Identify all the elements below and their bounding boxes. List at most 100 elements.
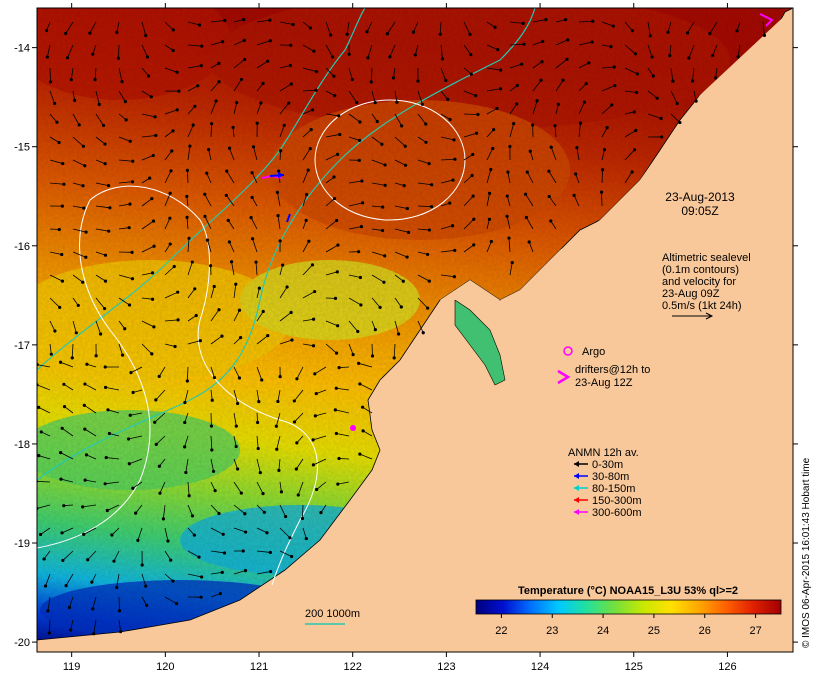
velocity-arrow [367,44,373,58]
velocity-arrow [233,40,245,46]
velocity-arrow-head [357,138,362,142]
velocity-arrow-head [360,179,364,183]
velocity-arrow-head [148,176,152,180]
velocity-arrow-head [685,31,690,35]
velocity-arrow-head [506,170,510,174]
velocity-arrow [187,315,197,322]
velocity-arrow-head [130,250,134,254]
velocity-arrow [486,44,498,51]
velocity-arrow-head [265,531,269,535]
velocity-arrow-head [123,100,127,104]
velocity-arrow [277,192,281,207]
velocity-arrow-head [131,159,135,163]
velocity-arrow-head [225,169,229,173]
velocity-arrow-head [239,77,244,82]
velocity-arrow [279,504,286,517]
velocity-arrow [463,44,472,55]
velocity-arrow-head [131,486,135,490]
velocity-arrow [362,406,373,414]
velocity-arrow [164,21,174,31]
velocity-arrow-head [632,148,637,152]
velocity-arrow [276,435,281,450]
velocity-arrow [302,241,310,253]
velocity-arrow [156,435,166,445]
velocity-arrow-head [505,214,509,218]
velocity-arrow [49,320,56,332]
velocity-arrow-head [237,308,242,312]
velocity-arrow-head [448,117,452,122]
velocity-arrow-head [92,632,96,636]
velocity-arrow [440,136,455,141]
velocity-arrow-head [70,356,74,360]
velocity-arrow [227,220,235,230]
velocity-arrow [302,67,317,72]
velocity-arrow [525,193,534,207]
velocity-arrow-head [307,239,311,243]
velocity-arrow [233,481,242,494]
velocity-arrow-head [515,102,519,106]
velocity-arrow [278,458,281,471]
velocity-arrow [624,21,633,31]
velocity-arrow [256,389,260,402]
velocity-arrow-head [93,78,97,82]
velocity-arrow-head [452,138,456,142]
velocity-arrow [116,573,120,588]
velocity-arrow [647,113,662,119]
velocity-arrow-head [130,277,135,281]
velocity-arrow-head [210,122,214,126]
velocity-arrow [302,527,307,539]
velocity-arrow-head [288,63,292,68]
velocity-arrow-head [427,279,431,283]
velocity-arrow-head [234,444,238,449]
velocity-arrow [348,297,362,306]
velocity-arrow-head [62,504,66,508]
velocity-arrow-head [285,285,289,289]
velocity-arrow-head [359,225,364,229]
velocity-arrow-head [381,205,385,209]
velocity-arrow-head [116,56,121,60]
velocity-arrow-head [176,318,180,322]
velocity-arrow [187,146,191,161]
velocity-arrow-head [69,628,73,632]
colorbar-tick-label: 25 [648,625,660,637]
velocity-arrow-head [572,193,576,197]
velocity-arrow [60,361,74,368]
velocity-arrow [118,90,126,102]
velocity-arrow-head [150,197,154,201]
velocity-arrow-head [512,122,516,126]
velocity-arrow-head [523,192,528,196]
velocity-arrow-head [556,102,560,106]
velocity-arrow-head [507,236,511,240]
velocity-arrow [297,481,304,496]
velocity-arrow [233,102,238,115]
velocity-arrow-head [314,391,318,396]
velocity-arrow-head [60,252,64,257]
velocity-arrow [548,170,557,184]
velocity-arrow [72,228,87,233]
velocity-arrow [65,573,74,586]
velocity-arrow [187,504,193,517]
velocity-arrow-head [605,126,609,130]
velocity-arrow [578,83,587,92]
velocity-arrow-head [337,365,341,370]
velocity-arrow [210,435,213,450]
velocity-arrow [647,44,653,58]
velocity-arrow [417,320,424,333]
velocity-arrow-head [306,168,310,172]
velocity-arrow-head [496,48,500,52]
velocity-arrow [47,596,51,611]
velocity-arrow [486,148,494,161]
velocity-arrow [348,136,360,141]
velocity-arrow [49,274,63,282]
velocity-arrow [624,130,636,138]
x-tick-label: 123 [437,661,455,673]
velocity-arrow [314,366,327,375]
velocity-arrow-head [493,25,497,29]
velocity-arrow-head [470,173,474,178]
velocity-arrow [129,458,143,465]
velocity-arrow-head [405,206,409,211]
velocity-arrow-head [675,101,679,106]
velocity-arrow-head [357,250,361,254]
velocity-arrow [106,457,120,460]
velocity-arrow [394,159,406,166]
